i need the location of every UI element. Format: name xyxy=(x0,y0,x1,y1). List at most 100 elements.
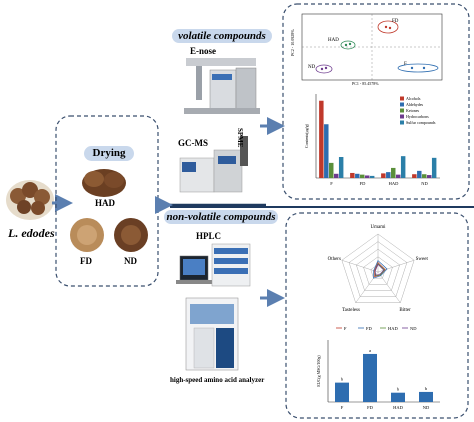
radar-legend-label-2: HAD xyxy=(388,326,398,331)
drying-method-fd: FD xyxy=(80,256,92,266)
euc-tick-F: F xyxy=(341,405,344,410)
drying-method-nd: ND xyxy=(124,256,137,266)
vol-bar-F-sulfur-compounds xyxy=(338,157,344,178)
volatile-results-box xyxy=(282,3,470,200)
euc-bar-chart: b Fa FD b HAD b ND EUC(g MSG/100g) xyxy=(316,340,440,410)
radar-spoke-4 xyxy=(341,260,379,273)
vol-bar-ND-aldehydes xyxy=(417,170,422,178)
vol-tick-HAD: HAD xyxy=(389,181,399,186)
vol-bar-F-hydrocarbons xyxy=(333,173,339,178)
vol-bar-ND-ketones xyxy=(422,174,427,178)
euc-tick-ND: ND xyxy=(423,405,430,410)
pca-group-nd: ND xyxy=(308,65,316,70)
vol-bar-F-ketones xyxy=(329,162,334,178)
volatile-bar-chart: F FD HAD ND Contents(μg/g) AlcoholsAldehydesK… xyxy=(304,94,440,186)
euc-bar-ND xyxy=(419,391,433,402)
vol-bar-FD-sulfur-compounds xyxy=(369,175,375,178)
vol-legend-label-1: Aldehydes xyxy=(406,102,424,107)
radar-series-1 xyxy=(373,260,388,279)
radar-legend-label-3: ND xyxy=(410,326,417,331)
drying-box xyxy=(55,115,159,287)
euc-letter-HAD: b xyxy=(397,387,400,392)
organism-label: L. edodes xyxy=(8,226,55,240)
radar-axis-label-3: Tasteless xyxy=(342,308,360,313)
vol-legend-swatch-2 xyxy=(400,108,404,113)
hplc-instrument-image xyxy=(176,243,251,287)
radar-series-0 xyxy=(374,261,386,278)
radar-axis-label-1: Sweet xyxy=(416,257,429,262)
vol-ylabel: Contents(μg/g) xyxy=(304,123,309,148)
vol-bar-F-aldehydes xyxy=(324,124,329,178)
vol-bar-F-alcohols xyxy=(319,100,324,178)
gc-ms-label: GC-MS xyxy=(178,138,208,148)
vol-legend-swatch-4 xyxy=(400,120,404,125)
radar-ring-2 xyxy=(356,248,400,291)
vol-tick-FD: FD xyxy=(360,181,367,186)
radar-axis-label-0: Umami xyxy=(371,225,387,230)
radar-legend-label-1: FD xyxy=(366,326,373,331)
vol-bar-FD-ketones xyxy=(360,174,365,178)
drying-method-had: HAD xyxy=(95,198,115,208)
vol-bar-HAD-alcohols xyxy=(381,173,386,178)
vol-bar-FD-hydrocarbons xyxy=(364,175,370,178)
radar-ring-3 xyxy=(363,256,393,285)
pca-ylabel: PC2 - 10.0928% xyxy=(290,29,295,56)
vol-bar-ND-hydrocarbons xyxy=(426,175,432,178)
spme-label: SPME xyxy=(236,128,244,148)
vol-bar-HAD-hydrocarbons xyxy=(395,174,401,178)
euc-tick-FD: FD xyxy=(367,405,374,410)
euc-letter-ND: b xyxy=(425,386,428,391)
amino-acid-analyzer-image xyxy=(185,297,239,371)
hplc-label: HPLC xyxy=(196,231,222,241)
fd-mushroom-image xyxy=(70,218,104,252)
vol-bar-HAD-ketones xyxy=(391,167,396,178)
taste-radar-chart: Umami Sweet Bitter Tasteless Others F FD HAD ND xyxy=(328,225,429,331)
euc-ylabel: EUC(g MSG/100g) xyxy=(316,355,321,387)
vol-bar-HAD-sulfur-compounds xyxy=(400,156,406,178)
vol-tick-ND: ND xyxy=(421,181,428,186)
vol-legend-label-2: Ketones xyxy=(406,108,420,113)
radar-series-3 xyxy=(374,263,385,276)
pca-group-fd: FD xyxy=(392,19,399,24)
amino-acid-analyzer-label: high-speed amino acid analyzer xyxy=(170,376,265,384)
vol-legend-swatch-1 xyxy=(400,102,404,107)
fresh-mushroom-image xyxy=(6,180,54,220)
euc-tick-HAD: HAD xyxy=(393,405,403,410)
euc-letter-FD: a xyxy=(369,348,371,353)
radar-ring-0 xyxy=(341,233,415,303)
radar-ring-1 xyxy=(348,241,408,297)
nonvolatile-title: non-volatile compounds xyxy=(164,210,278,224)
volatile-title: volatile compounds xyxy=(172,29,272,43)
drying-title: Drying xyxy=(84,146,134,161)
vol-tick-F: F xyxy=(330,181,333,186)
e-nose-label: E-nose xyxy=(190,46,217,56)
vol-legend-swatch-0 xyxy=(400,96,404,101)
radar-spoke-3 xyxy=(355,271,379,303)
had-mushroom-image xyxy=(82,169,126,197)
radar-legend-label-0: F xyxy=(344,326,347,331)
pca-plot xyxy=(301,13,443,81)
nd-mushroom-image xyxy=(114,218,148,252)
vol-legend-label-0: Alcohols xyxy=(406,96,421,101)
vol-legend-label-3: Hydrocarbons xyxy=(406,114,429,119)
vol-bar-FD-alcohols xyxy=(350,172,355,178)
vol-bar-HAD-aldehydes xyxy=(386,172,391,178)
gc-ms-instrument-image xyxy=(179,136,248,193)
euc-letter-F: b xyxy=(341,377,344,382)
vol-legend-label-4: Sulfur compounds xyxy=(406,120,436,125)
radar-axis-label-4: Others xyxy=(328,257,341,262)
nonvolatile-results-box xyxy=(285,212,469,419)
vol-legend-swatch-3 xyxy=(400,114,404,119)
radar-axis-label-2: Bitter xyxy=(399,308,411,313)
euc-bar-HAD xyxy=(391,392,405,402)
pca-group-f: F xyxy=(404,62,407,67)
euc-bar-F xyxy=(335,382,349,402)
euc-bar-FD xyxy=(363,353,377,402)
vol-bar-ND-sulfur-compounds xyxy=(431,157,437,178)
vol-bar-ND-alcohols xyxy=(412,174,417,178)
e-nose-instrument-image xyxy=(184,58,260,114)
pca-xlabel: PC1 - 85.4578% xyxy=(352,81,379,86)
vol-bar-FD-aldehydes xyxy=(355,173,360,178)
pca-group-had: HAD xyxy=(328,38,339,43)
